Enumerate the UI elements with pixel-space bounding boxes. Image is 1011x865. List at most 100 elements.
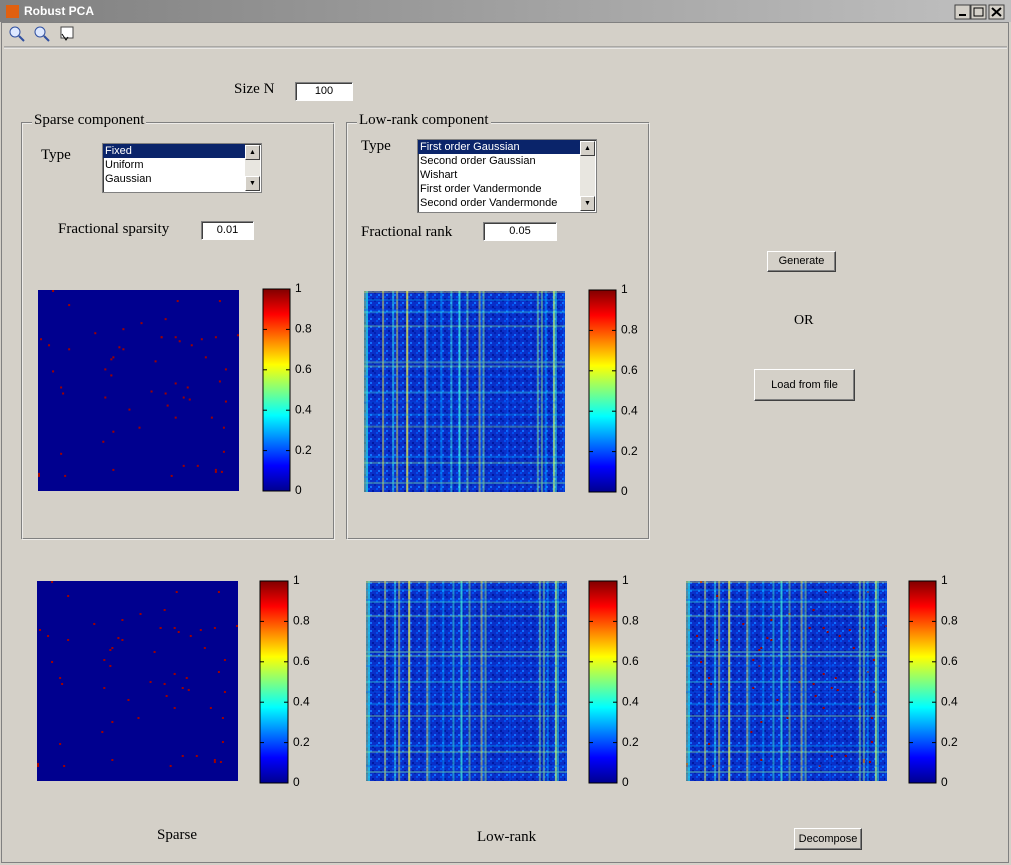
list-option[interactable]: Gaussian — [105, 173, 152, 185]
matrix-pixel — [870, 741, 873, 743]
matrix-pixel — [712, 765, 715, 767]
matrix-pixel — [710, 683, 713, 685]
matrix-row — [686, 751, 887, 753]
matrix-column — [506, 291, 509, 492]
window-controls[interactable] — [954, 4, 1005, 20]
output-label: Sparse — [157, 827, 197, 843]
matrix-pixel — [52, 370, 55, 373]
size-input[interactable]: 100 — [295, 82, 353, 101]
matrix-pixel — [209, 707, 212, 709]
list-option[interactable]: Uniform — [105, 159, 144, 171]
matrix-pixel — [826, 631, 829, 633]
decompose-button[interactable]: Decompose — [794, 828, 862, 850]
matrix-pixel — [195, 755, 198, 757]
matrix-column — [554, 581, 557, 781]
matrix-row — [364, 291, 565, 293]
matrix-row — [686, 691, 887, 693]
matrix-pixel — [60, 452, 63, 455]
matrix-row — [686, 581, 887, 583]
matrix-pixel — [752, 659, 755, 661]
matrix-pixel — [104, 396, 107, 399]
colorbar-tick-label: 0.8 — [295, 322, 312, 336]
matrix-row — [364, 375, 565, 378]
matrix-pixel — [112, 468, 115, 471]
matrix-pixel — [862, 759, 865, 761]
type-listbox[interactable]: Fixed Uniform Gaussian ▲ ▼ — [102, 143, 262, 193]
matrix-row — [364, 425, 565, 428]
colorbar-tick-label: 0.2 — [295, 443, 312, 457]
list-option[interactable]: Second order Gaussian — [420, 155, 536, 167]
matrix-column — [564, 581, 567, 781]
matrix-pixel — [862, 761, 865, 763]
matrix-pixel — [121, 639, 124, 641]
load-button[interactable]: Load from file — [754, 369, 855, 401]
scrollbar[interactable]: ▲ ▼ — [245, 145, 260, 191]
type-listbox[interactable]: First order Gaussian Second order Gaussia… — [417, 139, 597, 213]
matrix-pixel — [182, 396, 185, 399]
param-input[interactable]: 0.05 — [483, 222, 557, 241]
scrollbar[interactable]: ▲ ▼ — [580, 141, 595, 211]
colorbar-tick-label: 0.2 — [941, 735, 958, 749]
matrix-row — [366, 715, 567, 717]
matrix-pixel — [236, 334, 239, 337]
matrix-column — [540, 291, 543, 492]
matrix-column — [382, 291, 385, 492]
matrix-pixel — [802, 651, 805, 653]
colorbar-tick-label: 1 — [295, 281, 302, 295]
matrix-row — [364, 401, 565, 404]
matrix-column — [748, 581, 751, 781]
matrix-row — [686, 703, 887, 705]
matrix-pixel — [822, 673, 825, 675]
matrix-pixel — [204, 356, 207, 359]
matrix-pixel — [63, 765, 66, 767]
list-option[interactable]: First order Gaussian — [418, 140, 580, 154]
colorbar-tick-label: 0.2 — [293, 735, 310, 749]
matrix-pixel — [858, 707, 861, 709]
colorbar-tick-label: 0.6 — [621, 363, 638, 377]
matrix-column — [874, 581, 877, 781]
matrix-row — [366, 651, 567, 653]
title-bar — [0, 0, 1011, 22]
colorbar-tick-label: 0 — [621, 484, 628, 498]
colorbar-tick-label: 0.6 — [293, 654, 310, 668]
sparse-image — [38, 290, 239, 491]
list-option[interactable]: Second order Vandermonde — [420, 197, 558, 209]
matrix-column — [366, 581, 368, 781]
matrix-pixel — [118, 346, 121, 349]
matrix-column — [364, 291, 366, 492]
lowrank-output-image — [366, 581, 567, 781]
matrix-column — [408, 581, 411, 781]
matrix-pixel — [110, 374, 113, 377]
matrix-row — [366, 601, 567, 603]
matrix-pixel — [137, 717, 140, 719]
matrix-column — [718, 581, 721, 781]
matrix-column — [728, 581, 731, 781]
matrix-column — [482, 581, 485, 781]
toolbar[interactable] — [9, 26, 74, 42]
matrix-row — [364, 361, 565, 364]
matrix-column — [538, 581, 541, 781]
size-label: Size N — [234, 81, 275, 97]
matrix-pixel — [189, 635, 192, 637]
matrix-pixel — [217, 591, 220, 593]
matrix-pixel — [166, 404, 169, 407]
matrix-column — [460, 581, 463, 781]
list-option[interactable]: Fixed — [103, 144, 245, 158]
list-option[interactable]: Wishart — [420, 169, 458, 181]
matrix-pixel — [798, 681, 801, 683]
generate-button[interactable]: Generate — [767, 251, 836, 272]
matrix-pixel — [844, 755, 847, 757]
matrix-pixel — [196, 464, 199, 467]
colorbar-tick-label: 0.6 — [295, 362, 312, 376]
matrix-row — [366, 765, 567, 767]
matrix-column — [480, 581, 483, 781]
matrix-column — [554, 581, 557, 781]
matrix-pixel — [870, 717, 873, 719]
list-option[interactable]: First order Vandermonde — [420, 183, 542, 195]
matrix-pixel — [122, 348, 125, 351]
matrix-pixel — [177, 631, 180, 633]
matrix-row — [364, 325, 565, 328]
colorbar-tick-label: 0.6 — [622, 654, 639, 668]
param-input[interactable]: 0.01 — [201, 221, 254, 240]
matrix-column — [482, 291, 485, 492]
